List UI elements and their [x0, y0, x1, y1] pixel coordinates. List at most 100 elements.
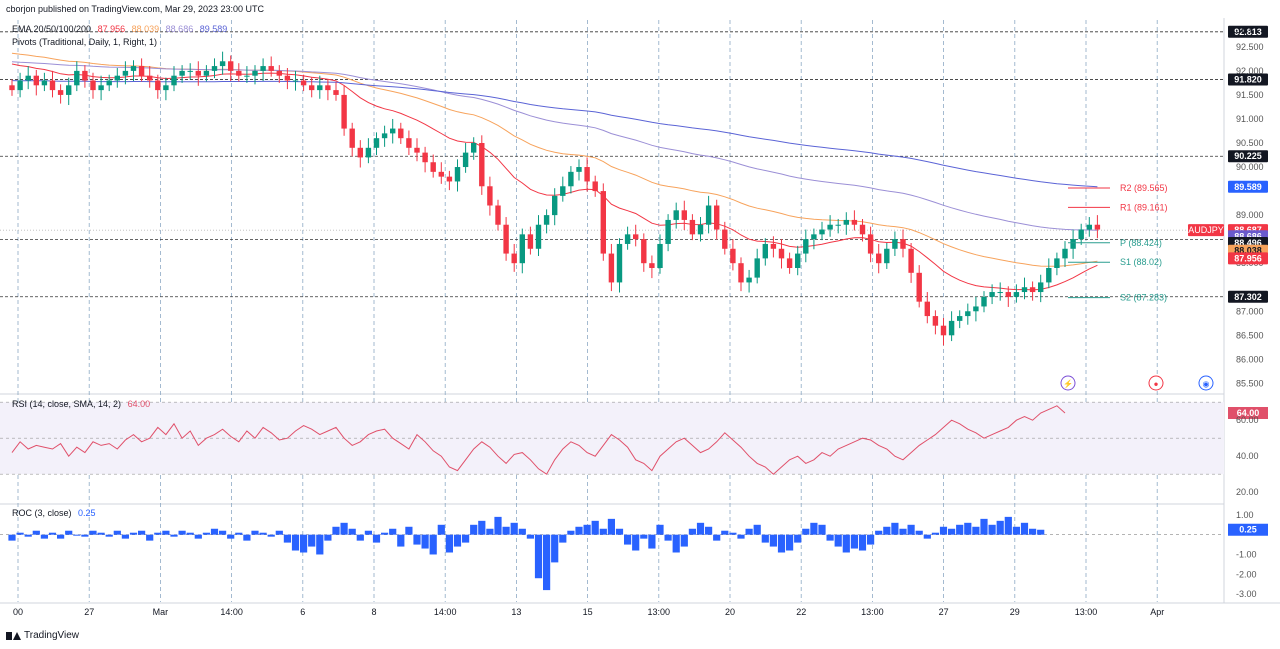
- ema50-value: 88.039: [131, 24, 160, 34]
- ema-legend: EMA 20/50/100/200 87.956 88.039 88.686 8…: [12, 24, 227, 34]
- roc-value-box: [1228, 523, 1268, 536]
- candle-body: [130, 66, 137, 71]
- tradingview-logo[interactable]: TradingView: [6, 630, 79, 641]
- roc-bar: [397, 534, 405, 547]
- price-label-box: [1228, 290, 1268, 303]
- roc-bar: [777, 534, 786, 553]
- roc-bar: [883, 526, 891, 535]
- price-label-text: 89.589: [1234, 182, 1262, 192]
- price-label-text: 88.686: [1234, 231, 1262, 241]
- candle-body: [778, 248, 785, 259]
- candle-body: [827, 224, 833, 230]
- x-tick-label: 6: [300, 607, 305, 617]
- roc-bar: [907, 524, 915, 535]
- price-tick-label: 92.500: [1236, 42, 1264, 52]
- roc-bar: [688, 528, 696, 535]
- candle-body: [49, 80, 56, 91]
- ema100-value: 88.686: [165, 24, 194, 34]
- x-tick-label: Mar: [153, 607, 169, 617]
- candle-body: [592, 181, 598, 192]
- candle-body: [163, 85, 169, 91]
- roc-bar: [818, 524, 826, 535]
- roc-bar: [219, 530, 227, 535]
- roc-bar: [227, 534, 235, 539]
- roc-tick-label: -3.00: [1236, 589, 1257, 599]
- roc-bar: [575, 526, 583, 535]
- roc-bar: [364, 530, 372, 535]
- roc-bar: [24, 534, 32, 537]
- candle-body: [17, 80, 23, 91]
- x-tick-label: 8: [371, 607, 376, 617]
- roc-tick-label: 1.00: [1236, 510, 1254, 520]
- price-tick-label: 91.000: [1236, 114, 1264, 124]
- symbol-tag-box: [1188, 224, 1224, 237]
- candle-body: [260, 66, 266, 71]
- x-tick-label: 14:00: [220, 607, 243, 617]
- roc-bar: [850, 534, 858, 549]
- price-tick-label: 87.000: [1236, 306, 1264, 316]
- candle-body: [624, 234, 631, 244]
- roc-bar: [656, 524, 664, 535]
- roc-bar: [170, 534, 178, 537]
- candle-body: [219, 61, 226, 67]
- roc-bar: [1004, 516, 1012, 535]
- tradingview-logo-icon: [6, 631, 21, 640]
- rsi-legend: RSI (14, close, SMA, 14, 2) 64.00: [12, 399, 150, 409]
- roc-bar: [972, 526, 980, 535]
- news-event-icon: [1198, 375, 1214, 391]
- candle-body: [333, 90, 339, 95]
- candle-body: [714, 205, 720, 230]
- candle-body: [892, 239, 898, 249]
- candle-body: [722, 229, 728, 249]
- candle-body: [795, 253, 801, 268]
- roc-bar: [308, 534, 316, 547]
- roc-bar: [721, 530, 729, 535]
- roc-bar: [680, 534, 688, 547]
- earnings-event-icon: [1060, 375, 1076, 391]
- candle-body: [446, 176, 453, 182]
- x-tick-label: Apr: [1150, 607, 1164, 617]
- roc-bar: [202, 532, 210, 535]
- candle-body: [487, 186, 493, 206]
- roc-bar: [121, 534, 129, 539]
- candle-body: [276, 70, 282, 76]
- x-tick-label: 27: [84, 607, 94, 617]
- price-label-text: 88.038: [1234, 246, 1262, 256]
- candle-body: [633, 234, 639, 240]
- candle-body: [746, 277, 752, 283]
- roc-bar: [413, 534, 421, 545]
- roc-bar: [97, 532, 105, 535]
- rsi-value-label: 64.00: [1237, 408, 1260, 418]
- pivot-label: P (88.424): [1120, 238, 1162, 248]
- candle-body: [357, 147, 363, 158]
- roc-bar: [437, 524, 445, 535]
- roc-bar: [931, 532, 939, 535]
- currency-label: JPY: [1236, 25, 1255, 36]
- roc-bar: [624, 534, 632, 545]
- candle-body: [560, 186, 566, 196]
- candle-body: [616, 243, 623, 283]
- ema100-line: [11, 61, 1098, 231]
- candle-body: [41, 80, 48, 86]
- roc-bar: [65, 530, 73, 535]
- roc-bar: [186, 532, 194, 535]
- candle-body: [438, 171, 444, 177]
- candle-body: [195, 70, 201, 76]
- candle-body: [519, 234, 525, 264]
- roc-bar: [129, 532, 138, 535]
- roc-bar: [405, 526, 413, 535]
- candle-body: [9, 85, 15, 91]
- candle-body: [82, 70, 88, 81]
- candle-body: [1086, 224, 1092, 230]
- roc-legend-value: 0.25: [78, 508, 96, 518]
- candle-body: [244, 75, 250, 77]
- price-label-text: 91.820: [1234, 75, 1262, 85]
- candle-body: [681, 210, 687, 220]
- roc-bar: [858, 534, 867, 551]
- candle-body: [114, 75, 120, 81]
- roc-bar: [632, 534, 640, 551]
- candle-body: [673, 210, 679, 220]
- roc-bar: [988, 524, 996, 535]
- candle-body: [179, 70, 185, 76]
- candle-body: [317, 85, 323, 91]
